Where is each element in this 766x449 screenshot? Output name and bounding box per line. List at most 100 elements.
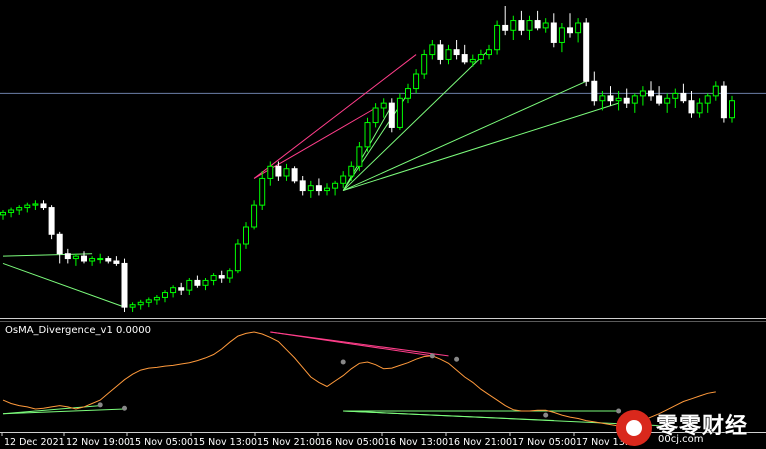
x-tick-label: 17 Nov 05:00 xyxy=(512,437,576,448)
x-tick-label: 16 Nov 13:00 xyxy=(384,437,448,448)
price-divergence-line xyxy=(253,54,417,179)
candle-body xyxy=(0,211,6,216)
candle-body xyxy=(283,168,290,177)
candle-body xyxy=(16,207,23,211)
candle-body xyxy=(583,22,590,82)
candle-body xyxy=(445,49,452,60)
candle-body xyxy=(534,20,541,29)
candle-body xyxy=(8,209,15,213)
x-tick-label: 17 Nov 13:00 xyxy=(576,437,640,448)
candle-body xyxy=(437,44,444,60)
candle-body xyxy=(153,296,160,301)
candle-body xyxy=(340,175,347,184)
candle-body xyxy=(631,95,638,104)
candle-body xyxy=(704,95,711,104)
candle-body xyxy=(356,146,363,167)
x-tick-label: 16 Nov 21:00 xyxy=(448,437,512,448)
x-tick-label: 16 Nov 05:00 xyxy=(320,437,384,448)
candle-body xyxy=(405,88,411,99)
price-divergence-line xyxy=(2,253,93,257)
candle-body xyxy=(251,204,258,228)
price-divergence-line xyxy=(2,262,125,308)
candle-body xyxy=(218,275,225,279)
x-tick-label: 15 Nov 05:00 xyxy=(129,437,193,448)
candle-body xyxy=(145,299,152,303)
osma-line xyxy=(2,331,716,427)
candle-body xyxy=(259,177,266,206)
candle-body xyxy=(486,49,492,56)
candle-body xyxy=(591,80,598,102)
divergence-marker xyxy=(616,408,622,414)
divergence-marker xyxy=(454,356,460,362)
candle-body xyxy=(226,270,233,279)
candle-body xyxy=(639,90,646,97)
candle-body xyxy=(170,287,177,294)
candle-body xyxy=(461,54,468,63)
divergence-marker xyxy=(340,359,346,365)
candle-body xyxy=(324,187,330,192)
candle-body xyxy=(680,92,687,102)
candle-body xyxy=(234,243,241,272)
candle-body xyxy=(623,97,630,104)
candle-body xyxy=(526,20,533,31)
candle-body xyxy=(105,258,112,262)
divergence-marker xyxy=(429,353,435,359)
candle-body xyxy=(413,73,420,90)
indicator-title: OsMA_Divergence_v1 0.0000 xyxy=(5,325,151,336)
candle-body xyxy=(696,102,703,114)
divergence-marker xyxy=(543,412,549,418)
candle-body xyxy=(558,27,565,43)
candle-body xyxy=(421,54,428,75)
candle-body xyxy=(202,279,209,286)
candle-body xyxy=(372,107,379,124)
candle-body xyxy=(502,24,509,31)
candle-body xyxy=(64,253,71,260)
candle-body xyxy=(656,95,663,104)
divergence-marker xyxy=(122,405,127,411)
candle-body xyxy=(542,22,549,29)
candle-body xyxy=(364,122,371,148)
candle-body xyxy=(113,260,120,264)
watermark-sub: 00cj.com xyxy=(658,434,704,445)
candle-body xyxy=(186,279,193,291)
candle-body xyxy=(89,258,96,262)
candle-body xyxy=(32,203,39,206)
candle-body xyxy=(720,85,727,119)
candle-body xyxy=(178,287,185,291)
candle-body xyxy=(477,54,484,60)
candle-body xyxy=(291,168,298,182)
watermark-logo: 零零财经 00cj.com xyxy=(612,406,766,449)
candle-body xyxy=(672,92,679,99)
candle-body xyxy=(518,20,525,31)
price-panel xyxy=(0,6,766,312)
candle-body xyxy=(332,182,339,189)
candle-body xyxy=(299,180,306,192)
indicator-divergence-line xyxy=(343,410,668,427)
candle-body xyxy=(48,207,55,235)
candle-body xyxy=(510,20,517,31)
candle-body xyxy=(72,255,79,260)
price-divergence-line xyxy=(342,80,587,192)
price-divergence-line xyxy=(253,107,376,179)
candle-body xyxy=(607,95,614,102)
candle-body xyxy=(81,255,87,262)
candle-body xyxy=(194,279,201,286)
candle-body xyxy=(494,24,501,51)
indicator-divergence-line xyxy=(270,331,433,357)
watermark-brand: 零零财经 xyxy=(656,414,749,439)
x-tick-label: 15 Nov 13:00 xyxy=(193,437,257,448)
candle-body xyxy=(348,165,355,177)
candle-body xyxy=(453,49,460,56)
price-divergence-line xyxy=(343,102,619,192)
candle-body xyxy=(121,262,128,308)
indicator-divergence-line xyxy=(2,408,125,415)
candle-body xyxy=(648,90,654,97)
candle-body xyxy=(267,165,274,179)
candle-body xyxy=(380,102,387,109)
candle-body xyxy=(243,226,249,245)
candle-body xyxy=(137,301,144,306)
candle-body xyxy=(429,44,436,56)
divergence-marker xyxy=(97,402,103,408)
